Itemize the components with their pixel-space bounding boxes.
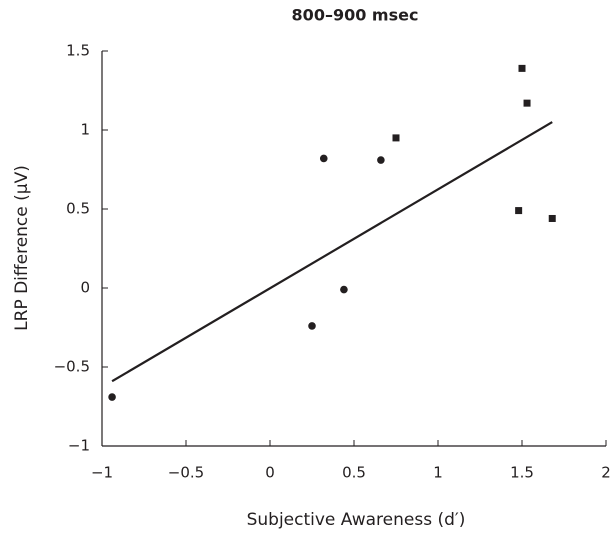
x-tick-label: 1 [433, 464, 443, 482]
y-tick-label: −0.5 [54, 358, 90, 376]
x-tick-label: 2 [601, 464, 610, 482]
y-tick-label: 0 [80, 279, 90, 297]
point [392, 134, 400, 142]
y-axis-label: LRP Difference (μV) [12, 165, 32, 331]
point [515, 207, 523, 215]
point [523, 99, 531, 107]
y-tick-label: 0.5 [66, 200, 90, 218]
y-tick-label: 1.5 [66, 42, 90, 60]
x-tick-label: −0.5 [168, 464, 204, 482]
point [548, 214, 556, 222]
x-tick-label: 0 [265, 464, 275, 482]
x-tick-label: 0.5 [342, 464, 366, 482]
point [518, 64, 526, 72]
point [377, 156, 385, 164]
point [308, 322, 316, 330]
x-axis-label: Subjective Awareness (d′) [247, 510, 466, 530]
y-tick-label: 1 [80, 121, 90, 139]
point [340, 285, 348, 294]
x-tick-label: −1 [91, 464, 113, 482]
chart-title: 800–900 msec [292, 6, 419, 25]
y-tick-label: −1 [68, 437, 90, 455]
x-tick-label: 1.5 [510, 464, 534, 482]
trend-line [111, 121, 553, 383]
point [319, 154, 328, 163]
point [108, 393, 116, 401]
